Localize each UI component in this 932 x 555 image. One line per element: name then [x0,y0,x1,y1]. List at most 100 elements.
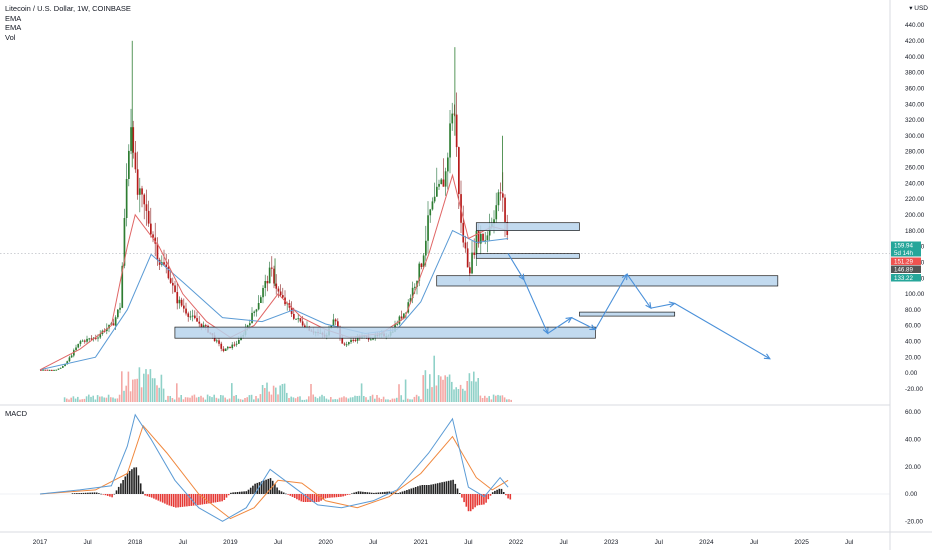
price-tick-label: 280.00 [905,149,925,156]
candle-body [106,328,108,332]
macd-histogram-bar [425,485,428,494]
macd-histogram-bar [104,494,107,496]
macd-histogram-bar [109,494,111,497]
candle-body [44,369,47,371]
volume-bar [314,396,317,402]
volume-bar [398,384,400,402]
volume-bar [345,397,347,402]
macd-histogram-bar [254,483,256,494]
macd-histogram-bar [106,494,109,496]
volume-bar [242,399,244,402]
candle-body [438,183,440,187]
candle-body [176,292,179,304]
macd-histogram-bar [417,486,419,494]
volume-bar [349,397,352,402]
volume-bar [466,381,468,402]
candle-body [444,171,447,187]
macd-histogram-bar [208,494,210,504]
candle-body [442,179,445,187]
volume-bars [63,355,512,402]
candle-body [348,342,350,345]
volume-bar [233,395,235,402]
volume-bar [191,395,193,402]
candle-body [477,230,480,244]
macd-histogram-bar [142,491,144,494]
macd-histogram-bar [260,481,263,494]
price-tick-label: 200.00 [905,212,925,219]
macd-histogram-bar [452,479,454,494]
candle-body [497,192,500,206]
macd-histogram-bar [381,492,384,494]
candle-body [62,366,64,368]
candle-body [51,369,53,371]
candle-body [255,309,258,312]
time-tick-label: 2018 [128,539,143,546]
macd-histogram-bar [384,491,386,494]
macd-histogram-bar [491,492,494,494]
macd-histogram-bar [441,482,443,494]
macd-histogram-bar [318,494,320,502]
volume-bar [88,394,90,402]
macd-histogram-bar [364,492,366,494]
volume-bar [440,376,442,402]
macd-histogram-bar [485,494,487,503]
macd-tick-label: -20.00 [905,519,923,526]
support-zone [174,326,596,339]
price-tick-label: 340.00 [905,101,925,108]
macd-histogram-bar [309,494,311,502]
candle-body [257,303,260,310]
macd-histogram-bar [230,492,232,494]
price-tick-label: 240.00 [905,180,925,187]
volume-bar [132,379,134,402]
volume-bar [360,383,363,402]
candle-body [46,369,49,371]
candle-body [398,316,401,324]
macd-histogram-bar [498,488,501,494]
candle-body [431,201,434,210]
macd-histogram-bar [168,494,171,506]
candle-body [455,114,458,148]
volume-bar [158,387,160,402]
projection-arrowhead [542,327,549,335]
volume-bar [431,387,433,402]
candle-body [119,307,121,310]
macd-histogram-bar [186,494,188,507]
macd-histogram-bar [507,494,509,499]
volume-bar [327,399,330,402]
macd-histogram-bar [157,494,160,501]
price-tick-label: 220.00 [905,196,925,203]
macd-histogram-bar [311,494,314,502]
volume-bar [248,395,251,402]
volume-bar [334,399,336,402]
candle-body [458,147,460,195]
macd-histogram-bar [408,489,410,494]
macd-histogram-bar [84,492,87,494]
candle-body [121,265,124,308]
macd-histogram-bar [93,492,96,494]
projection-segment [507,253,525,280]
candle-body [297,318,300,320]
macd-histogram-bar [291,494,294,497]
macd-histogram-bar [335,494,338,498]
volume-bar [404,379,407,402]
candle-body [409,298,412,303]
volume-bar [193,394,196,402]
volume-bar [490,399,493,402]
candle-body [273,268,275,284]
currency-label[interactable]: ▾ USD [909,5,928,12]
candle-body [139,188,141,195]
price-tag-label: 159.94 [894,243,913,250]
macd-histogram-bar [430,484,432,494]
price-tick-label: 0.00 [905,370,918,377]
volume-bar [508,399,510,402]
candle-body [42,369,44,371]
volume-bar [426,388,429,402]
macd-histogram-bar [377,492,380,494]
macd-histogram-bar [102,494,105,495]
macd-histogram-bar [87,492,89,494]
volume-bar [316,398,319,402]
volume-bar [389,399,391,402]
candle-body [88,338,91,340]
